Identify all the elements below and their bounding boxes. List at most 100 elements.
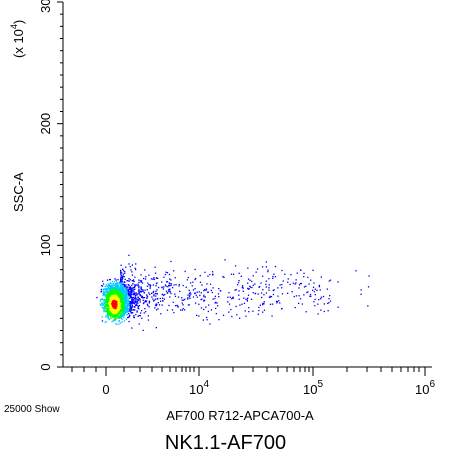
event-dot (312, 289, 314, 291)
event-dot (123, 310, 126, 312)
event-dot (99, 303, 101, 305)
event-dot (107, 304, 109, 307)
event-dot (138, 293, 140, 295)
event-dot (125, 318, 127, 320)
event-dot (181, 309, 183, 311)
event-dot (141, 290, 143, 293)
event-dot (194, 288, 196, 290)
event-dot (109, 297, 111, 300)
event-dot (212, 274, 214, 276)
event-dot (112, 309, 114, 312)
event-dot (122, 294, 125, 296)
event-dot (121, 306, 123, 308)
event-dot (113, 305, 115, 307)
event-dot (194, 278, 196, 281)
event-dot (247, 288, 250, 290)
event-dot (203, 300, 205, 302)
event-dot (262, 311, 264, 313)
event-dot (127, 297, 129, 299)
event-dot (228, 292, 230, 294)
event-dot (121, 279, 123, 281)
event-dot (265, 266, 267, 268)
event-dot (144, 269, 146, 271)
event-dot (120, 296, 122, 298)
event-dot (133, 279, 135, 281)
event-dot (142, 299, 144, 301)
event-dot (134, 293, 136, 295)
event-dot (137, 283, 139, 285)
event-dot (109, 314, 111, 316)
event-dot (274, 276, 277, 278)
event-dot (122, 277, 124, 280)
event-dot (272, 275, 274, 278)
event-dot (115, 302, 117, 305)
event-dot (236, 314, 238, 316)
event-dot (110, 312, 112, 314)
event-dot (116, 315, 118, 317)
event-dot (170, 284, 172, 286)
event-dot (117, 315, 119, 317)
event-dot (148, 284, 150, 286)
event-dot (181, 297, 183, 299)
event-dot (175, 284, 177, 286)
event-dot (316, 289, 318, 292)
event-dot (121, 276, 124, 278)
event-dot (113, 290, 115, 292)
event-dot (119, 306, 121, 309)
event-dot (168, 284, 170, 287)
event-dot (140, 281, 142, 283)
event-dot (120, 317, 122, 319)
event-dot (368, 275, 370, 277)
event-dot (125, 311, 127, 313)
event-dot (119, 305, 122, 307)
event-dot (198, 291, 200, 293)
event-dot (230, 273, 233, 275)
event-dot (314, 294, 316, 296)
event-dot (107, 300, 109, 302)
event-dot (214, 297, 216, 300)
event-dot (107, 287, 110, 289)
event-dot (144, 289, 146, 291)
event-dot (114, 315, 116, 317)
x-tick-label: 104 (189, 379, 209, 397)
event-dot (123, 295, 126, 297)
event-dot (223, 276, 225, 278)
event-dot (318, 286, 321, 288)
event-dot (114, 283, 116, 285)
event-dot (135, 304, 137, 306)
event-dot (118, 283, 121, 285)
event-dot (125, 287, 127, 290)
event-dot (114, 317, 116, 319)
event-dot (263, 309, 266, 311)
event-dot (108, 302, 110, 304)
event-dot (119, 295, 121, 298)
event-dot (170, 283, 172, 285)
event-dot (108, 300, 110, 302)
event-dot (104, 288, 106, 290)
event-dot (146, 296, 148, 298)
event-dot (109, 288, 111, 290)
event-dot (190, 282, 192, 284)
event-dot (205, 289, 207, 291)
event-dot (168, 290, 170, 292)
event-dot (157, 298, 159, 300)
event-dot (207, 291, 209, 293)
event-dot (139, 299, 141, 301)
event-dot (120, 295, 122, 297)
event-dot (129, 288, 131, 291)
event-dot (254, 292, 257, 294)
event-dot (313, 301, 315, 303)
event-dot (122, 289, 124, 291)
event-dot (161, 293, 163, 295)
event-dot (317, 313, 319, 315)
event-dot (120, 280, 122, 283)
event-dot (289, 283, 291, 286)
event-dot (123, 304, 125, 306)
event-dot (122, 290, 124, 292)
event-dot (116, 304, 118, 306)
event-dot (131, 308, 133, 310)
event-dot (120, 289, 123, 292)
event-dot (160, 300, 162, 302)
event-dot (122, 301, 124, 304)
event-dot (192, 289, 195, 291)
